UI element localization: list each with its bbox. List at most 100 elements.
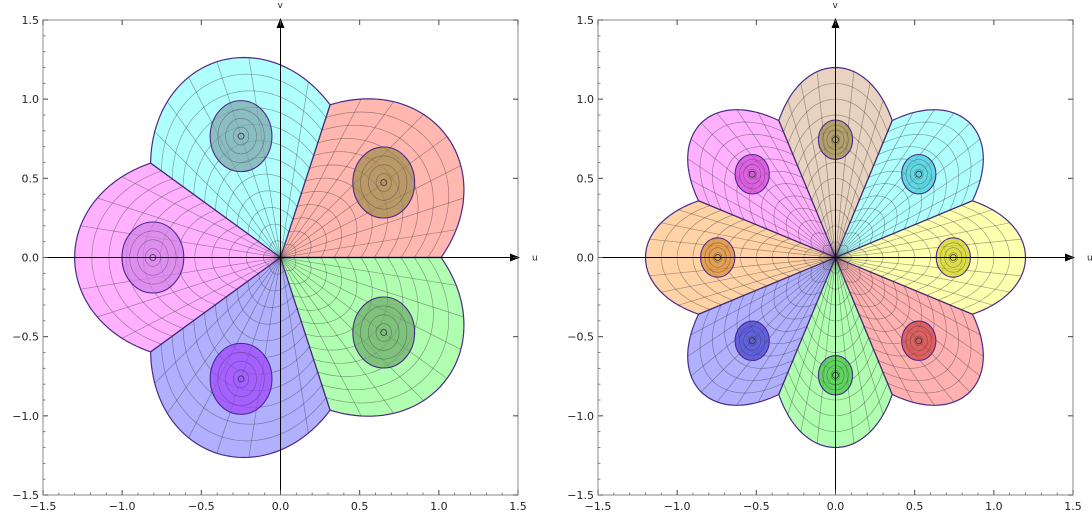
x-tick-label: −0.5 <box>743 500 770 513</box>
left-panel: u v −1.5−1.5 −1.0 −1.0 −0.5 −0.5 0.0 0.0 0.5 0.5 1.… <box>12 1 537 513</box>
grid-ray <box>835 112 955 258</box>
grid-arc <box>724 299 794 369</box>
y-tick-label: −1.0 <box>567 410 594 423</box>
grid-ray <box>835 158 984 258</box>
grid-arc <box>269 240 285 250</box>
grid-ray <box>835 257 984 357</box>
grid-ray <box>835 200 973 258</box>
grid-arc <box>840 262 849 271</box>
right-panel: u v −1.5−1.5 −1.0 −1.0 −0.5 −0.5 0.0 0.0 0.5 0.5 1.… <box>567 1 1092 513</box>
grid-arc <box>840 244 849 253</box>
hole-grid <box>747 335 757 346</box>
grid-ray <box>280 81 309 258</box>
y-tick-label: −0.5 <box>12 331 39 344</box>
grid-arc <box>773 195 813 235</box>
grid-ray <box>700 122 836 258</box>
grid-ray <box>736 257 836 406</box>
grid-arc <box>810 266 827 283</box>
hole-region <box>734 153 770 195</box>
y-axis-label: v <box>278 1 284 11</box>
hole-region <box>901 153 937 195</box>
hole-grid <box>739 325 766 356</box>
grid-ray <box>154 257 281 384</box>
grid-ray <box>787 257 836 415</box>
grid-ray <box>835 257 993 306</box>
grid-ray <box>835 122 971 258</box>
grid-arc <box>301 257 358 324</box>
grid-ray <box>835 112 914 258</box>
grid-ray <box>649 257 836 277</box>
grid-arc <box>798 220 822 244</box>
grid-arc <box>258 273 290 292</box>
hole-grid <box>360 155 408 210</box>
hole-region <box>901 320 937 362</box>
grid-arc <box>236 190 298 227</box>
grid-ray <box>800 83 836 258</box>
hole-grid <box>914 335 924 346</box>
y-tick-label: 1.0 <box>577 93 595 106</box>
x-tick-label: −1.5 <box>585 500 612 513</box>
grid-arc <box>761 183 808 230</box>
grid-ray <box>280 98 362 258</box>
y-tick-label: 1.0 <box>22 93 40 106</box>
y-tick-label: 0.5 <box>577 172 595 185</box>
grid-arc <box>863 183 910 230</box>
x-axis-label: u <box>532 254 538 264</box>
hole-grid <box>225 118 257 155</box>
hole-grid <box>743 164 762 185</box>
grid-ray <box>835 222 1010 258</box>
hole-grid <box>914 169 924 180</box>
grid-ray <box>167 101 281 258</box>
hole-grid <box>225 360 257 397</box>
grid-arc <box>292 257 327 298</box>
grid-arc <box>171 90 323 179</box>
grid-arc <box>161 343 327 442</box>
grid-ray <box>800 257 836 432</box>
grid-ray <box>280 197 464 258</box>
grid-arc <box>236 288 298 325</box>
grid-arc <box>887 121 972 206</box>
grid-ray <box>649 238 836 258</box>
y-tick-label: −1.5 <box>12 489 39 502</box>
grid-arc <box>882 133 960 211</box>
grid-arc <box>711 133 789 211</box>
y-tick-label: 0.0 <box>22 252 40 265</box>
grid-ray <box>835 257 893 395</box>
grid-ray <box>97 197 281 258</box>
hole-grid <box>233 369 250 389</box>
y-tick-label: 1.5 <box>22 14 40 27</box>
grid-ray <box>736 109 836 258</box>
grid-ray <box>280 257 331 411</box>
grid-arc <box>301 191 358 258</box>
grid-ray <box>835 257 981 336</box>
x-axis-label: u <box>1087 254 1092 264</box>
grid-arc <box>863 285 910 332</box>
grid-ray <box>816 71 836 258</box>
grid-ray <box>757 257 836 403</box>
grid-ray <box>690 257 836 336</box>
grid-arc <box>849 220 873 244</box>
grid-arc <box>296 204 342 258</box>
grid-ray <box>698 200 836 258</box>
grid-arc <box>269 265 285 275</box>
grid-ray <box>816 257 836 444</box>
hole-grid <box>217 109 265 164</box>
grid-ray <box>835 100 884 258</box>
grid-arc <box>844 266 861 283</box>
grid-arc <box>858 195 898 235</box>
hole-grid <box>233 126 250 146</box>
grid-arc <box>292 217 327 258</box>
hole-grid <box>368 164 400 201</box>
x-tick-label: −1.0 <box>664 500 691 513</box>
grid-arc <box>810 232 827 249</box>
grid-arc <box>325 111 449 258</box>
grid-ray <box>97 257 281 318</box>
hole-center <box>380 329 388 336</box>
hole-grid <box>217 351 265 406</box>
grid-ray <box>835 257 935 406</box>
grid-ray <box>687 257 836 357</box>
y-tick-label: 0.0 <box>577 252 595 265</box>
grid-ray <box>778 120 836 258</box>
grid-arc <box>258 223 290 242</box>
